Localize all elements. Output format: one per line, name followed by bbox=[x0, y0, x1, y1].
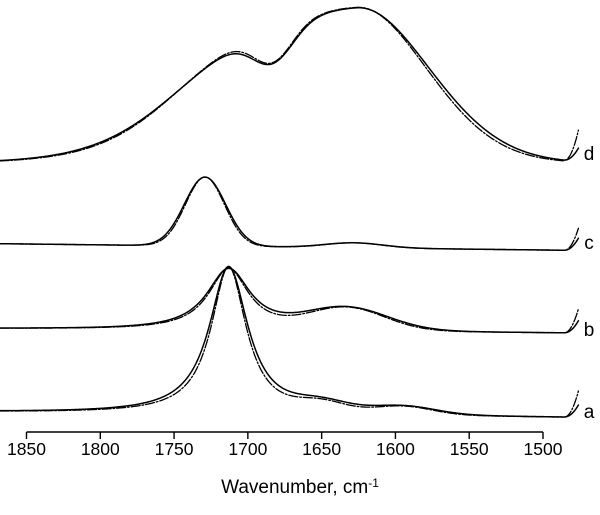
svg-text:a: a bbox=[584, 402, 595, 423]
svg-text:Wavenumber, cm-1: Wavenumber, cm-1 bbox=[221, 476, 379, 498]
svg-text:1750: 1750 bbox=[155, 439, 194, 459]
svg-text:1700: 1700 bbox=[228, 439, 267, 459]
svg-text:1600: 1600 bbox=[376, 439, 415, 459]
svg-text:1550: 1550 bbox=[450, 439, 489, 459]
svg-text:1500: 1500 bbox=[524, 439, 563, 459]
svg-text:d: d bbox=[584, 144, 595, 165]
svg-text:c: c bbox=[584, 233, 594, 254]
svg-text:1800: 1800 bbox=[81, 439, 120, 459]
svg-text:b: b bbox=[584, 320, 595, 341]
svg-text:1650: 1650 bbox=[302, 439, 341, 459]
svg-text:1850: 1850 bbox=[7, 439, 46, 459]
